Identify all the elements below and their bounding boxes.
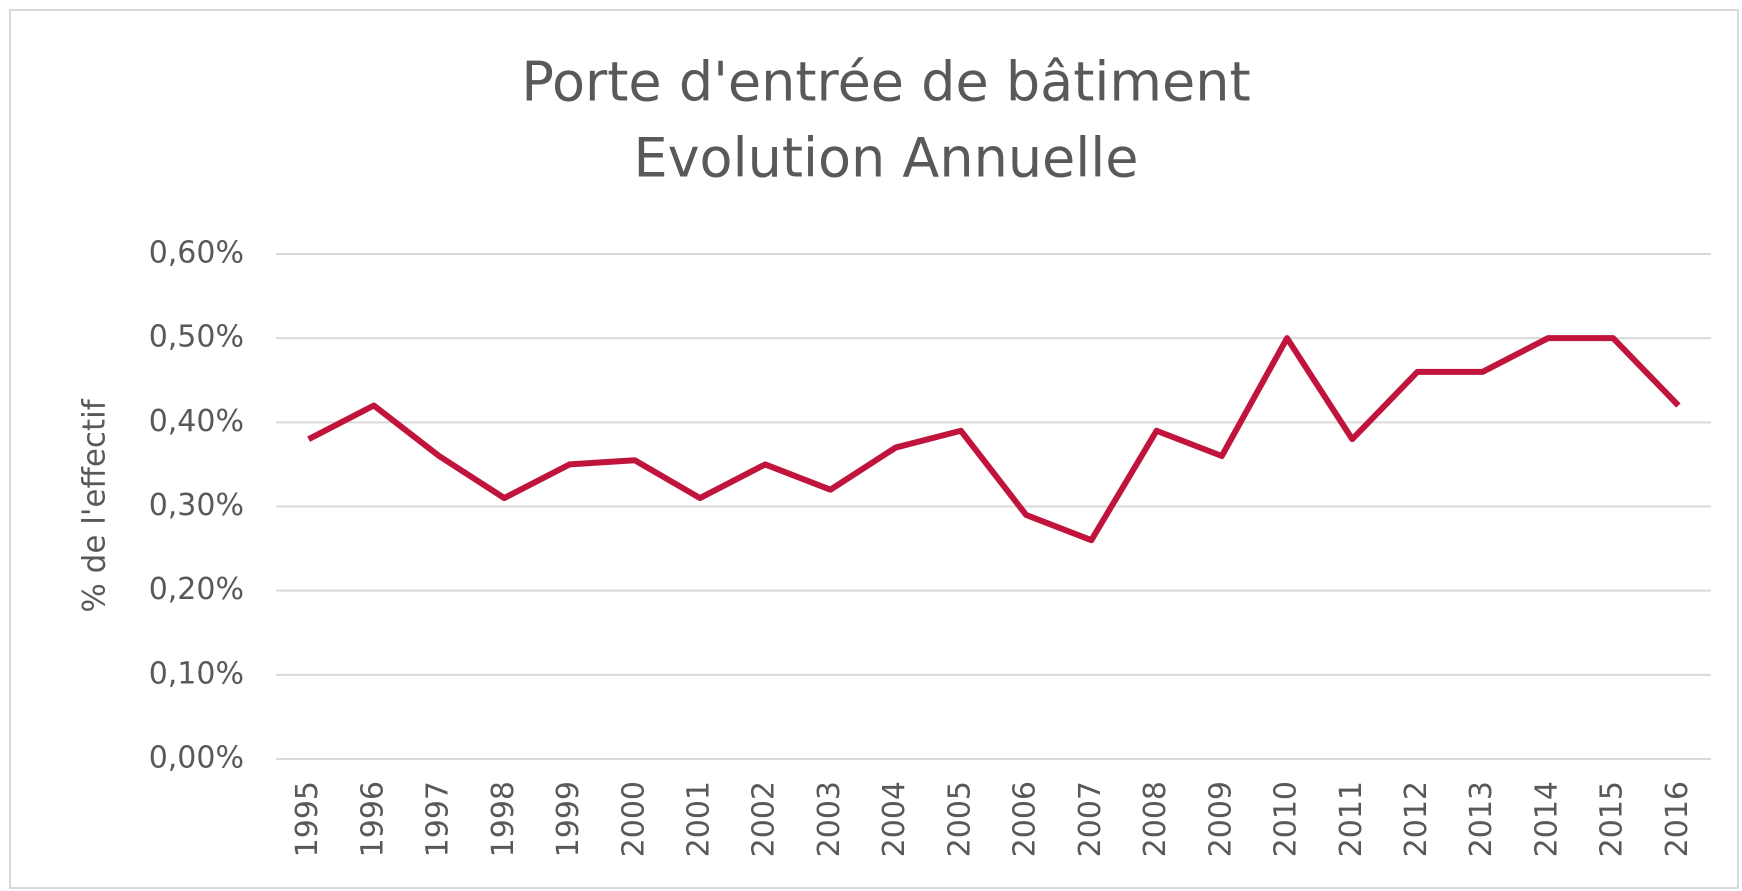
- x-tick-label: 2012: [1399, 781, 1434, 857]
- x-tick-label: 2013: [1464, 781, 1499, 857]
- data-line: [307, 335, 1681, 544]
- chart-title: Porte d'entrée de bâtiment: [521, 51, 1250, 114]
- chart-frame: [9, 9, 1739, 889]
- x-tick-label: 2015: [1595, 781, 1630, 857]
- y-axis-label: % de l'effectif: [77, 398, 113, 612]
- x-tick-label: 2009: [1203, 781, 1238, 857]
- x-tick-label: 1995: [290, 781, 325, 857]
- y-tick-label: 0,30%: [149, 488, 244, 523]
- x-tick-label: 2004: [877, 781, 912, 857]
- chart-subtitle: Evolution Annuelle: [633, 127, 1138, 190]
- y-tick-label: 0,40%: [149, 404, 244, 439]
- x-tick-label: 2008: [1138, 781, 1173, 857]
- y-tick-label: 0,20%: [149, 572, 244, 607]
- x-tick-label: 2007: [1073, 781, 1108, 857]
- x-tick-label: 2002: [747, 781, 782, 857]
- x-tick-label: 2010: [1269, 781, 1304, 857]
- x-tick-label: 2016: [1660, 781, 1695, 857]
- y-tick-label: 0,50%: [149, 320, 244, 355]
- x-tick-label: 1998: [486, 781, 521, 857]
- x-tick-label: 2005: [942, 781, 977, 857]
- y-tick-label: 0,60%: [149, 236, 244, 271]
- x-tick-label: 1997: [421, 781, 456, 857]
- x-tick-label: 2011: [1334, 781, 1369, 857]
- x-tick-label: 2003: [812, 781, 847, 857]
- x-tick-label: 2001: [681, 781, 716, 857]
- x-tick-label: 1996: [355, 781, 390, 857]
- y-tick-label: 0,10%: [149, 656, 244, 691]
- y-tick-label: 0,00%: [149, 741, 244, 776]
- x-tick-label: 2000: [616, 781, 651, 857]
- x-tick-label: 1999: [551, 781, 586, 857]
- x-tick-label: 2014: [1529, 781, 1564, 857]
- x-tick-label: 2006: [1008, 781, 1043, 857]
